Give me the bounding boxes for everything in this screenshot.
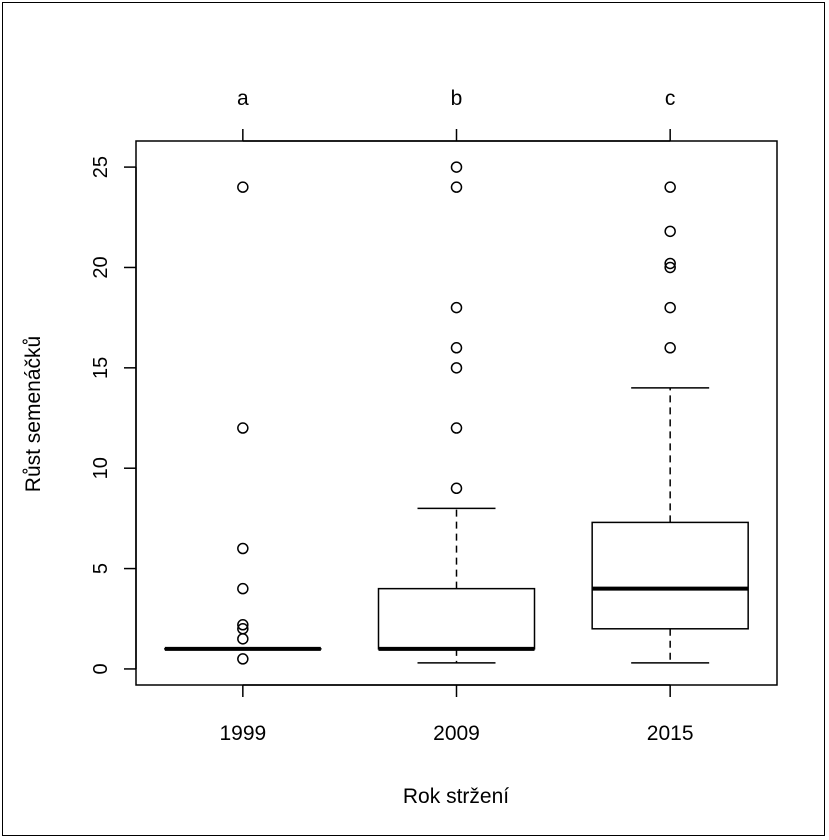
box-iqr [591, 521, 749, 630]
outlier-point [664, 261, 676, 274]
outlier-point [237, 422, 249, 434]
outlier-point [450, 362, 463, 374]
outlier-point [664, 181, 676, 193]
y-axis-label: Růst semenáčků [22, 336, 45, 492]
box-iqr [377, 587, 536, 650]
x-tick-label: 2009 [433, 722, 480, 745]
box-1999 [164, 181, 322, 665]
y-tick-label: 20 [90, 256, 112, 278]
outlier-point [237, 623, 249, 635]
top-axis: a b c [237, 87, 676, 142]
outlier-point [664, 257, 676, 270]
outlier-point [237, 582, 249, 595]
group-letter: c [665, 87, 676, 110]
x-axis: 1999 2009 2015 [219, 684, 694, 745]
outlier-point [237, 653, 249, 665]
y-axis: 0 5 10 15 20 25 [90, 156, 137, 675]
box-2015 [591, 181, 749, 664]
y-tick-label: 5 [90, 563, 112, 574]
group-letter: b [451, 87, 463, 110]
x-tick-label: 1999 [219, 722, 266, 745]
outlier-point [450, 342, 463, 354]
outlier-point [450, 161, 463, 173]
outlier-point [664, 342, 676, 354]
outlier-point [664, 301, 676, 314]
outlier-point [450, 482, 463, 495]
outlier-point [237, 633, 249, 645]
outlier-point [237, 181, 249, 193]
outlier-point [664, 225, 676, 238]
y-tick-label: 10 [90, 457, 112, 479]
boxes [164, 161, 749, 665]
x-axis-label: Rok stržení [403, 785, 509, 808]
group-letter: a [237, 87, 249, 110]
outlier-point [450, 422, 463, 434]
outlier-point [237, 542, 249, 555]
outlier-point [450, 301, 463, 314]
y-tick-label: 15 [90, 357, 112, 379]
y-tick-label: 25 [90, 156, 112, 178]
box-2009 [377, 161, 536, 664]
outlier-point [237, 619, 249, 631]
outlier-point [450, 181, 463, 193]
x-tick-label: 2015 [647, 722, 694, 745]
y-tick-label: 0 [90, 663, 112, 674]
